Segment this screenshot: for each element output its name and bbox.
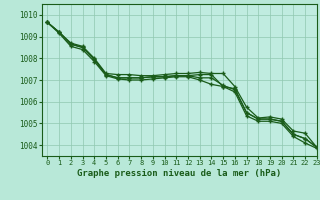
X-axis label: Graphe pression niveau de la mer (hPa): Graphe pression niveau de la mer (hPa): [77, 169, 281, 178]
